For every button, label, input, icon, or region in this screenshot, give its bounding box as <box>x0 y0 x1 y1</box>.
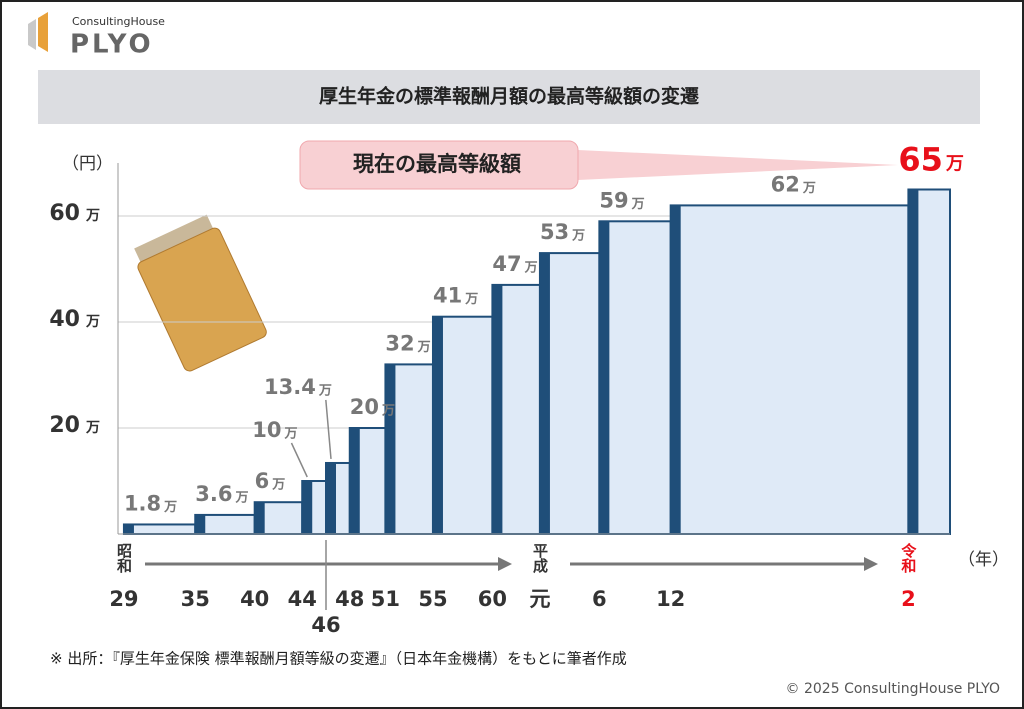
chart-title: 厚生年金の標準報酬月額の最高等級額の変遷 <box>319 85 699 108</box>
step-area <box>598 220 672 536</box>
value-label: 6 <box>255 469 270 493</box>
step-riser <box>908 189 919 534</box>
step-riser <box>349 428 360 534</box>
era-label: 平成 <box>531 543 549 574</box>
value-label: 13.4 <box>264 375 316 399</box>
step-riser <box>599 221 610 535</box>
source-note: ※ 出所：『厚生年金保険 標準報酬月額等級の変遷』（日本年金機構）をもとに筆者作… <box>50 650 627 668</box>
value-unit: 万 <box>631 197 645 212</box>
x-tick-label: 元 <box>529 587 550 611</box>
x-tick-label: 12 <box>656 587 685 611</box>
step-area <box>122 523 197 536</box>
x-tick-label: 6 <box>592 587 607 611</box>
y-tick-unit: 万 <box>85 314 100 330</box>
value-label: 62 <box>771 172 800 196</box>
annotation-box <box>299 140 579 190</box>
brand-large: PLYO <box>70 30 154 60</box>
x-tick-label: 46 <box>311 613 340 637</box>
era-arrow-head <box>498 557 512 571</box>
value-unit: 万 <box>234 490 248 505</box>
salary-envelope-icon <box>134 214 267 372</box>
x-tick-label: 60 <box>478 587 507 611</box>
brand-small: ConsultingHouse <box>72 15 165 28</box>
era-label: 昭和 <box>115 543 133 574</box>
era-label: 令和 <box>899 542 917 574</box>
value-label: 3.6 <box>195 482 232 506</box>
value-label: 53 <box>540 220 569 244</box>
value-label: 20 <box>350 395 379 419</box>
x-tick-label: 51 <box>371 587 400 611</box>
value-unit: 万 <box>318 383 332 398</box>
x-tick-label: 29 <box>109 587 138 611</box>
step-riser <box>385 364 396 534</box>
annotation: 現在の最高等級額 <box>353 152 521 176</box>
title-banner <box>38 70 980 124</box>
copyright: © 2025 ConsultingHouse PLYO <box>786 681 1000 697</box>
y-tick-label: 40 <box>49 307 80 332</box>
value-label: 59 <box>599 188 628 212</box>
step-riser <box>195 514 206 534</box>
annotation-pointer <box>578 150 898 180</box>
step-riser <box>670 205 681 534</box>
x-axis-label: （年） <box>958 550 1009 570</box>
value-unit: 万 <box>283 427 297 442</box>
value-unit: 万 <box>163 500 177 515</box>
value-label: 41 <box>433 284 462 308</box>
value-unit: 万 <box>381 404 395 419</box>
value-unit: 万 <box>571 229 585 244</box>
x-tick-label: 35 <box>181 587 210 611</box>
value-label: 1.8 <box>124 491 161 515</box>
y-tick-unit: 万 <box>85 208 100 224</box>
value-unit: 万 <box>524 260 538 275</box>
era-arrow-head <box>864 557 878 571</box>
value-label: 47 <box>492 252 521 276</box>
step-riser <box>432 316 443 534</box>
value-unit: 万 <box>417 340 431 355</box>
x-tick-label: 2 <box>901 587 916 611</box>
step-riser <box>539 253 550 534</box>
y-tick-label: 20 <box>49 413 80 438</box>
y-axis-label: （円） <box>62 154 113 174</box>
value-label: 10 <box>252 418 281 442</box>
x-tick-label: 48 <box>335 587 364 611</box>
value-unit: 万 <box>271 478 285 493</box>
value-label: 65 <box>898 141 943 179</box>
x-tick-label: 44 <box>288 587 317 611</box>
value-label: 32 <box>385 331 414 355</box>
step-riser <box>326 462 336 534</box>
leader-line <box>325 399 332 460</box>
step-riser <box>254 502 265 534</box>
logo-mark <box>38 12 48 52</box>
step-area <box>669 204 910 535</box>
y-tick-label: 60 <box>49 201 80 226</box>
leader-line <box>290 442 308 478</box>
value-unit: 万 <box>945 154 964 175</box>
value-unit: 万 <box>464 292 478 307</box>
value-unit: 万 <box>802 181 816 196</box>
step-riser <box>302 481 313 534</box>
icon-envelope <box>137 227 267 372</box>
step-riser <box>123 524 134 534</box>
x-tick-label: 55 <box>418 587 447 611</box>
step-riser <box>492 284 503 534</box>
y-tick-unit: 万 <box>85 420 100 436</box>
x-tick-label: 40 <box>240 587 269 611</box>
logo-mark <box>28 19 36 50</box>
